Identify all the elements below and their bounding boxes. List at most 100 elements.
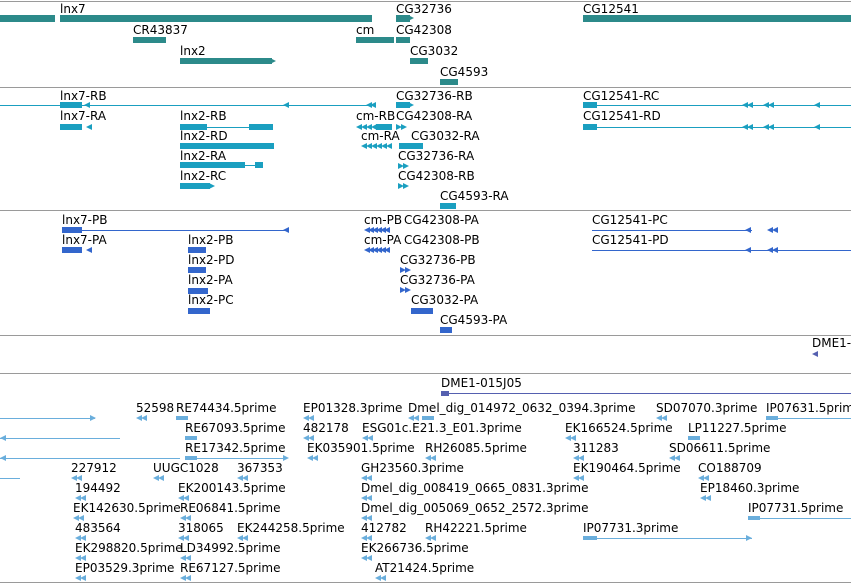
est-bar[interactable] bbox=[176, 416, 188, 420]
est-bar[interactable] bbox=[422, 416, 434, 420]
feature-label-ek190464-5prime[interactable]: EK190464.5prime bbox=[573, 461, 681, 475]
feature-label-cm-pa[interactable]: cm-PA bbox=[364, 233, 402, 247]
feature-label-lnx7[interactable]: lnx7 bbox=[60, 2, 86, 16]
feature-label-co188709[interactable]: CO188709 bbox=[698, 461, 762, 475]
feature-label-cg42308[interactable]: CG42308 bbox=[396, 23, 452, 37]
feature-label-cg3032-pa[interactable]: CG3032-PA bbox=[411, 293, 479, 307]
feature-label-rh26085-5prime[interactable]: RH26085.5prime bbox=[425, 441, 527, 455]
feature-label-cg12541-pc[interactable]: CG12541-PC bbox=[592, 213, 668, 227]
feature-label-ek200143-5prime[interactable]: EK200143.5prime bbox=[178, 481, 286, 495]
protein-segment[interactable] bbox=[440, 327, 452, 333]
transcript-exon[interactable] bbox=[396, 102, 410, 108]
est-bar[interactable] bbox=[766, 416, 778, 420]
protein-segment[interactable] bbox=[188, 288, 208, 294]
feature-label-lnx2-ra[interactable]: lnx2-RA bbox=[180, 149, 227, 163]
feature-label-lnx2-rd[interactable]: lnx2-RD bbox=[180, 129, 228, 143]
protein-segment[interactable] bbox=[188, 267, 206, 273]
feature-label-ek266736-5prime[interactable]: EK266736.5prime bbox=[361, 541, 469, 555]
transcript-exon[interactable] bbox=[249, 124, 273, 130]
feature-label-ep01328-3prime[interactable]: EP01328.3prime bbox=[303, 401, 403, 415]
protein-segment[interactable] bbox=[411, 308, 433, 314]
feature-label-cg42308-pb[interactable]: CG42308-PB bbox=[404, 233, 480, 247]
protein-segment[interactable] bbox=[188, 308, 210, 314]
gene-bar[interactable] bbox=[440, 79, 458, 85]
feature-label-cg12541[interactable]: CG12541 bbox=[583, 2, 639, 16]
feature-label-re67093-5prime[interactable]: RE67093.5prime bbox=[185, 421, 286, 435]
feature-label-cg12541-pd[interactable]: CG12541-PD bbox=[592, 233, 669, 247]
feature-label-ep03529-3prime[interactable]: EP03529.3prime bbox=[75, 561, 175, 575]
feature-label-lnx2-rb[interactable]: lnx2-RB bbox=[180, 109, 227, 123]
feature-label-sd07070-3prime[interactable]: SD07070.3prime bbox=[656, 401, 758, 415]
protein-segment[interactable] bbox=[62, 227, 82, 233]
feature-label-cg42308-rb[interactable]: CG42308-RB bbox=[398, 169, 475, 183]
clone-end[interactable] bbox=[441, 391, 449, 396]
feature-label-cm[interactable]: cm bbox=[356, 23, 375, 37]
est-bar[interactable] bbox=[583, 536, 597, 540]
est-bar[interactable] bbox=[688, 436, 700, 440]
feature-label-gh23560-3prime[interactable]: GH23560.3prime bbox=[361, 461, 464, 475]
transcript-exon[interactable] bbox=[60, 124, 82, 130]
feature-label-re67127-5prime[interactable]: RE67127.5prime bbox=[180, 561, 281, 575]
feature-label-cg32736-ra[interactable]: CG32736-RA bbox=[398, 149, 475, 163]
feature-label-cm-rb[interactable]: cm-RB bbox=[356, 109, 396, 123]
feature-label-lnx7-pb[interactable]: lnx7-PB bbox=[62, 213, 108, 227]
feature-label-dmel-dig-005069-0652-2572-3prime[interactable]: Dmel_dig_005069_0652_2572.3prime bbox=[361, 501, 589, 515]
feature-label-esg01c-e21-3-e01-3prime[interactable]: ESG01c.E21.3_E01.3prime bbox=[362, 421, 522, 435]
feature-label-ek298820-5prime[interactable]: EK298820.5prime bbox=[75, 541, 183, 555]
feature-label-cg4593-pa[interactable]: CG4593-PA bbox=[440, 313, 508, 327]
feature-label-367353[interactable]: 367353 bbox=[237, 461, 283, 475]
feature-label-194492[interactable]: 194492 bbox=[75, 481, 121, 495]
est-bar[interactable] bbox=[185, 436, 197, 440]
protein-segment[interactable] bbox=[188, 247, 206, 253]
feature-label-re06841-5prime[interactable]: RE06841.5prime bbox=[180, 501, 281, 515]
feature-label-lnx7-ra[interactable]: lnx7-RA bbox=[60, 109, 107, 123]
feature-label-cg3032-ra[interactable]: CG3032-RA bbox=[411, 129, 480, 143]
feature-label-cg42308-ra[interactable]: CG42308-RA bbox=[396, 109, 473, 123]
feature-label-227912[interactable]: 227912 bbox=[71, 461, 117, 475]
feature-label-cg3032[interactable]: CG3032 bbox=[410, 44, 459, 58]
transcript-exon[interactable] bbox=[440, 203, 456, 209]
feature-label-cg4593-ra[interactable]: CG4593-RA bbox=[440, 189, 509, 203]
feature-label-482178[interactable]: 482178 bbox=[303, 421, 349, 435]
feature-label-cg42308-pa[interactable]: CG42308-PA bbox=[404, 213, 479, 227]
feature-label-cr43837[interactable]: CR43837 bbox=[133, 23, 188, 37]
transcript-exon[interactable] bbox=[180, 124, 207, 130]
feature-label-dme1-015j05[interactable]: DME1-015J05 bbox=[441, 376, 522, 390]
feature-label-ek035901-5prime[interactable]: EK035901.5prime bbox=[307, 441, 415, 455]
transcript-exon[interactable] bbox=[180, 183, 210, 189]
feature-label-ip07631-5prime[interactable]: IP07631.5prime bbox=[766, 401, 851, 415]
est-bar[interactable] bbox=[748, 516, 760, 520]
feature-label-re74434-5prime[interactable]: RE74434.5prime bbox=[176, 401, 277, 415]
gene-bar[interactable] bbox=[396, 15, 410, 22]
gene-bar[interactable] bbox=[356, 37, 394, 43]
feature-label-re17342-5prime[interactable]: RE17342.5prime bbox=[185, 441, 286, 455]
feature-label-lnx2-pb[interactable]: lnx2-PB bbox=[188, 233, 234, 247]
feature-label-lp11227-5prime[interactable]: LP11227.5prime bbox=[688, 421, 787, 435]
feature-label-ek244258-5prime[interactable]: EK244258.5prime bbox=[237, 521, 345, 535]
feature-label-cg12541-rc[interactable]: CG12541-RC bbox=[583, 89, 660, 103]
feature-label-lnx2-pd[interactable]: lnx2-PD bbox=[188, 253, 235, 267]
feature-label-cm-ra[interactable]: cm-RA bbox=[361, 129, 400, 143]
transcript-exon[interactable] bbox=[399, 143, 423, 149]
feature-label-ep18460-3prime[interactable]: EP18460.3prime bbox=[700, 481, 800, 495]
gene-bar[interactable] bbox=[583, 15, 851, 22]
transcript-exon[interactable] bbox=[255, 162, 263, 168]
feature-label-at21424-5prime[interactable]: AT21424.5prime bbox=[375, 561, 475, 575]
feature-label-cg32736[interactable]: CG32736 bbox=[396, 2, 452, 16]
feature-label-412782[interactable]: 412782 bbox=[361, 521, 407, 535]
feature-label-lnx2[interactable]: lnx2 bbox=[180, 44, 206, 58]
gene-bar[interactable] bbox=[133, 37, 166, 43]
feature-label-483564[interactable]: 483564 bbox=[75, 521, 121, 535]
gene-bar[interactable] bbox=[410, 58, 428, 64]
feature-label-ek142630-5prime[interactable]: EK142630.5prime bbox=[73, 501, 181, 515]
transcript-exon[interactable] bbox=[180, 143, 274, 149]
transcript-exon[interactable] bbox=[583, 124, 597, 130]
feature-label-52598[interactable]: 52598 bbox=[136, 401, 175, 415]
feature-label-rh42221-5prime[interactable]: RH42221.5prime bbox=[425, 521, 527, 535]
est-bar[interactable] bbox=[185, 456, 197, 460]
feature-label-311283[interactable]: 311283 bbox=[573, 441, 619, 455]
transcript-exon[interactable] bbox=[376, 124, 392, 130]
transcript-exon[interactable] bbox=[60, 102, 82, 108]
transcript-exon[interactable] bbox=[180, 162, 245, 168]
